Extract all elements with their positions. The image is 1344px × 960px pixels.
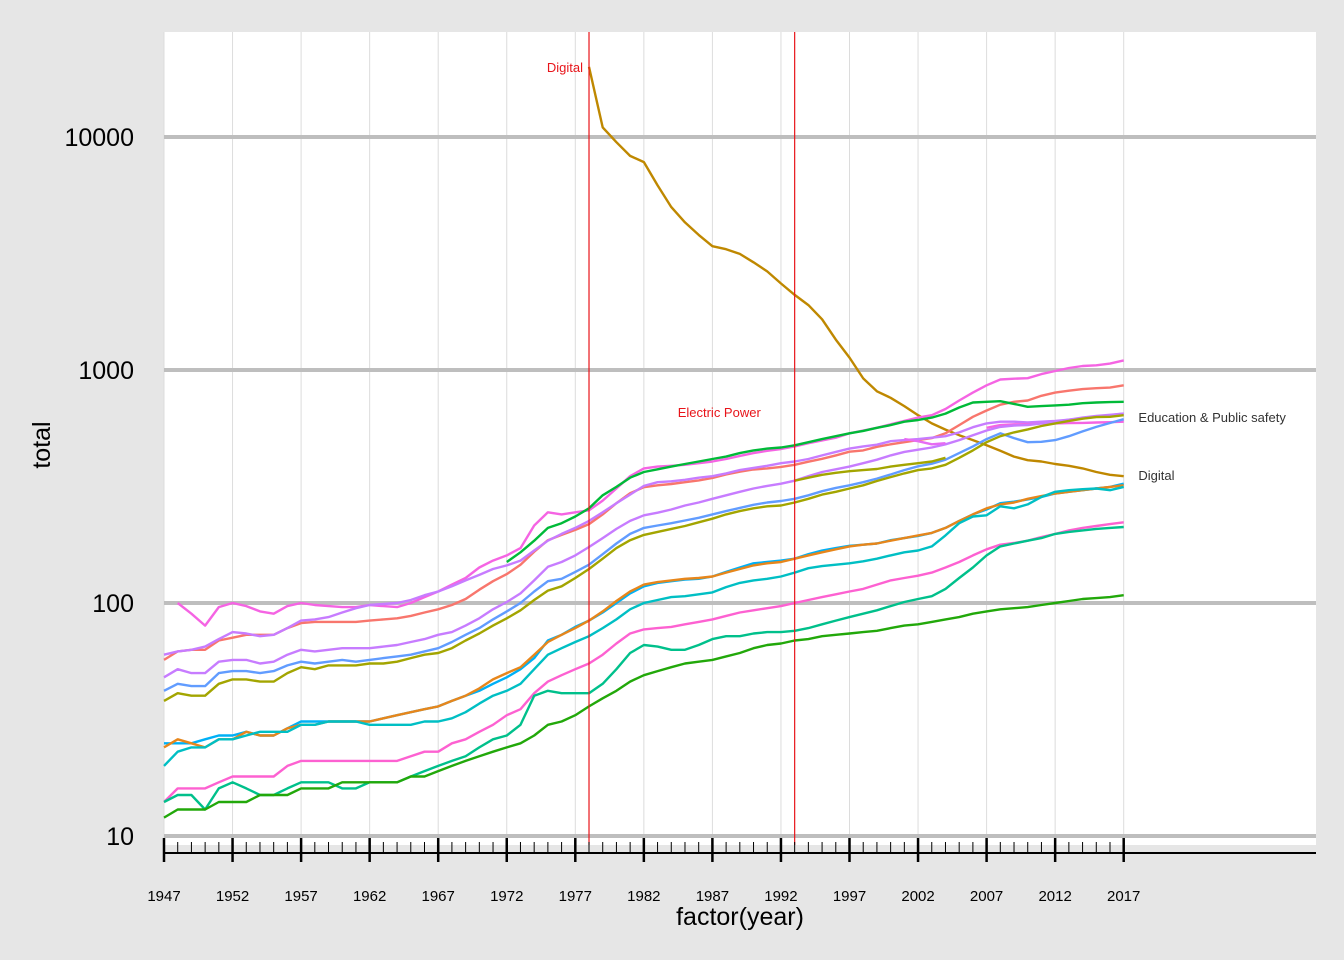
series-line [163,594,1124,819]
x-tick-label: 2017 [1107,888,1140,905]
x-tick-label: 1997 [833,888,866,905]
minor-grid [163,32,1125,845]
annotation-label: Electric Power [678,405,762,420]
x-axis-title: factor(year) [676,903,804,931]
x-tick-label: 1962 [353,888,386,905]
x-tick-label: 1952 [216,888,249,905]
annotation-label: Education & Public safety [1138,410,1286,425]
major-grid [164,135,1316,838]
annotation-label: Digital [547,60,583,75]
x-tick-label: 1972 [490,888,523,905]
y-tick-label: 10000 [64,124,134,152]
x-tick-label: 1982 [627,888,660,905]
reference-lines [588,32,796,845]
series-line [163,412,1124,656]
x-tick-label: 1967 [422,888,455,905]
x-tick-label: 1977 [559,888,592,905]
y-tick-label: 100 [92,590,134,618]
annotations: Digital Electric Power Education & Public … [547,60,1286,483]
y-tick-label: 1000 [78,357,134,385]
x-tick-label: 2002 [901,888,934,905]
series-line [163,412,1124,679]
plot-panel [164,32,1316,845]
series-line [904,437,946,446]
series-line [163,485,1124,767]
series-line [163,525,1124,811]
x-tick-label: 2012 [1038,888,1071,905]
x-axis: 1947 1952 1957 1962 1967 1972 1977 1982 1987 1992… [147,838,1316,905]
x-tick-label: 1992 [764,888,797,905]
series-line [506,400,1124,563]
series-line [794,456,946,482]
annotation-label: Digital [1138,468,1174,483]
y-axis-title: total [28,421,56,468]
series-line [176,359,1124,627]
series-line [163,414,1124,702]
y-axis: 10 100 1000 10000 [64,124,134,851]
x-tick-label: 2007 [970,888,1003,905]
x-tick-label: 1957 [284,888,317,905]
series-line [163,521,1124,803]
x-tick-label: 1987 [696,888,729,905]
series-lines [163,66,1125,819]
y-tick-label: 10 [106,823,134,851]
series-line [163,418,1125,692]
x-tick-label: 1947 [147,888,180,905]
series-line [587,66,1124,478]
